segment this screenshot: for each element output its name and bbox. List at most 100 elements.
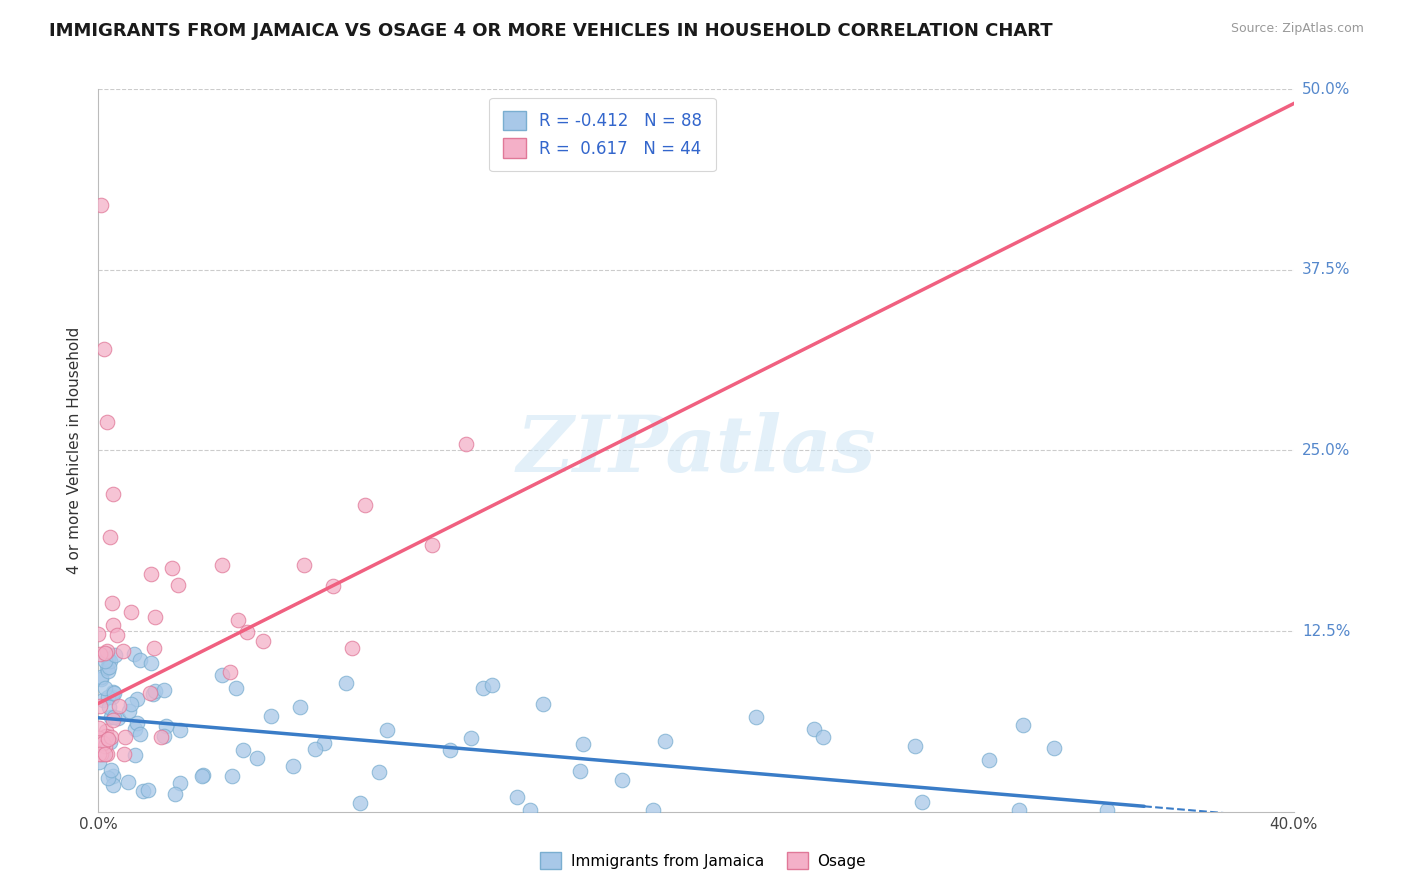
Point xyxy=(471,681,494,695)
Point xyxy=(136,783,159,797)
Point xyxy=(190,769,212,783)
Point xyxy=(129,726,152,740)
Point xyxy=(89,698,111,713)
Point xyxy=(335,676,357,690)
Point xyxy=(103,487,125,501)
Point xyxy=(90,670,112,684)
Y-axis label: 4 or more Vehicles in Household: 4 or more Vehicles in Household xyxy=(67,326,83,574)
Point xyxy=(304,742,326,756)
Point xyxy=(98,654,121,668)
Point xyxy=(375,723,398,737)
Text: 50.0%: 50.0% xyxy=(1302,82,1350,96)
Point xyxy=(101,618,124,632)
Point xyxy=(101,778,124,792)
Point xyxy=(167,578,190,592)
Point xyxy=(219,665,242,680)
Point xyxy=(87,627,110,641)
Point xyxy=(87,755,110,769)
Point xyxy=(105,628,128,642)
Point xyxy=(112,747,135,761)
Point xyxy=(107,710,129,724)
Point xyxy=(87,747,110,761)
Point xyxy=(89,647,111,661)
Point xyxy=(221,769,243,783)
Point xyxy=(246,751,269,765)
Point xyxy=(96,415,118,429)
Point xyxy=(112,644,135,658)
Point xyxy=(120,697,142,711)
Point xyxy=(1043,740,1066,755)
Point xyxy=(97,772,120,786)
Point xyxy=(124,723,146,737)
Point xyxy=(813,730,835,744)
Point xyxy=(98,530,122,544)
Point xyxy=(94,653,117,667)
Point xyxy=(96,747,118,761)
Point xyxy=(97,652,120,666)
Point xyxy=(91,736,114,750)
Point xyxy=(117,775,139,789)
Point xyxy=(94,646,117,660)
Point xyxy=(132,784,155,798)
Point xyxy=(143,684,166,698)
Point xyxy=(127,715,149,730)
Point xyxy=(163,788,186,802)
Point xyxy=(211,668,233,682)
Point xyxy=(125,692,148,706)
Point xyxy=(979,753,1001,767)
Point xyxy=(260,709,283,723)
Point xyxy=(94,747,117,761)
Point xyxy=(96,647,118,661)
Point xyxy=(96,729,118,743)
Point xyxy=(342,640,364,655)
Point xyxy=(420,538,443,552)
Point xyxy=(97,665,120,679)
Text: ZIPatlas: ZIPatlas xyxy=(516,412,876,489)
Point xyxy=(103,686,125,700)
Point xyxy=(142,687,165,701)
Point xyxy=(101,690,124,705)
Point xyxy=(236,624,259,639)
Point xyxy=(143,641,166,656)
Point xyxy=(225,681,247,695)
Point xyxy=(90,672,112,686)
Point xyxy=(104,648,127,663)
Point xyxy=(96,660,118,674)
Point xyxy=(211,558,233,573)
Point xyxy=(519,803,541,817)
Point xyxy=(103,710,125,724)
Point xyxy=(460,731,482,745)
Point xyxy=(96,644,118,658)
Point xyxy=(169,723,191,737)
Point xyxy=(654,734,676,748)
Point xyxy=(481,678,503,692)
Point xyxy=(191,768,214,782)
Point xyxy=(228,613,250,627)
Point xyxy=(153,683,176,698)
Point xyxy=(101,769,124,783)
Point xyxy=(98,735,121,749)
Point xyxy=(143,610,166,624)
Point xyxy=(98,699,121,714)
Legend: Immigrants from Jamaica, Osage: Immigrants from Jamaica, Osage xyxy=(534,846,872,875)
Point xyxy=(96,724,118,739)
Point xyxy=(91,693,114,707)
Text: Source: ZipAtlas.com: Source: ZipAtlas.com xyxy=(1230,22,1364,36)
Text: IMMIGRANTS FROM JAMAICA VS OSAGE 4 OR MORE VEHICLES IN HOUSEHOLD CORRELATION CHA: IMMIGRANTS FROM JAMAICA VS OSAGE 4 OR MO… xyxy=(49,22,1053,40)
Point xyxy=(122,648,145,662)
Point xyxy=(252,634,274,648)
Point xyxy=(1008,803,1031,817)
Point xyxy=(97,690,120,705)
Point xyxy=(139,686,162,700)
Point xyxy=(803,723,825,737)
Point xyxy=(91,738,114,752)
Point xyxy=(118,704,141,718)
Point xyxy=(93,343,115,357)
Point xyxy=(90,747,112,761)
Point xyxy=(91,747,114,761)
Point xyxy=(141,656,163,670)
Point xyxy=(153,729,176,743)
Point xyxy=(89,740,111,755)
Point xyxy=(232,742,254,756)
Point xyxy=(505,789,527,804)
